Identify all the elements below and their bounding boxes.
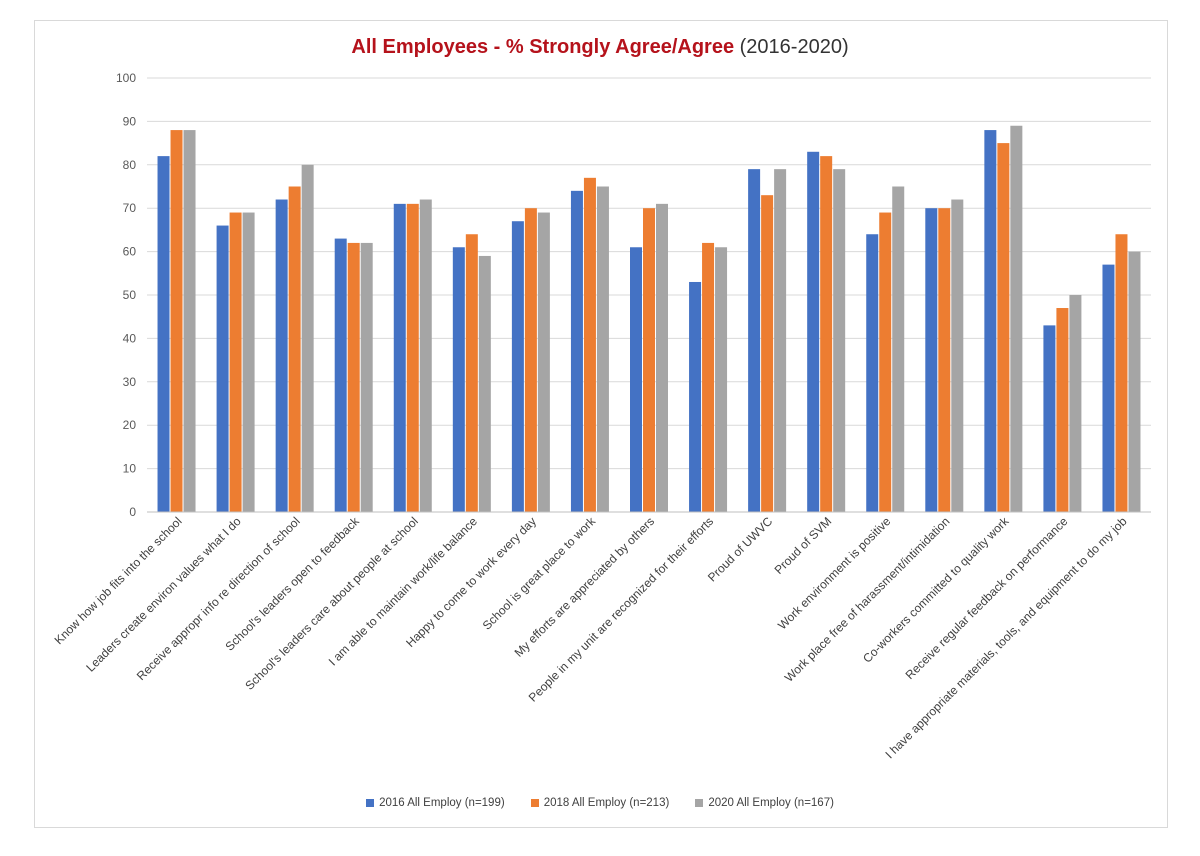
- bar: [465, 234, 478, 513]
- bar: [807, 151, 820, 512]
- y-tick-label: 50: [123, 288, 137, 302]
- legend-swatch-2016: [366, 799, 375, 807]
- bar: [1010, 125, 1023, 513]
- bar: [334, 238, 347, 512]
- bar: [216, 225, 229, 512]
- bar: [347, 242, 360, 513]
- chart-title-main: All Employees - % Strongly Agree/Agree: [351, 36, 735, 58]
- y-tick-label: 20: [123, 418, 137, 432]
- bar: [630, 247, 642, 512]
- bar: [938, 208, 951, 512]
- bar: [511, 221, 524, 512]
- bar: [301, 164, 314, 513]
- y-tick-label: 10: [123, 462, 137, 476]
- bar: [1102, 264, 1115, 512]
- bar: [820, 156, 833, 512]
- bar: [984, 130, 997, 512]
- bar: [1056, 308, 1069, 512]
- bar: [537, 212, 550, 513]
- legend-label-2020: 2020 All Employ (n=167): [708, 797, 834, 809]
- chart-title: All Employees - % Strongly Agree/Agree (…: [0, 36, 1200, 59]
- bar: [570, 190, 583, 512]
- bar: [892, 186, 905, 512]
- bar: [157, 156, 170, 512]
- y-tick-label: 40: [123, 331, 137, 345]
- bar: [478, 255, 491, 512]
- x-tick-label: Work environment is positive: [775, 514, 893, 632]
- bar: [452, 247, 465, 512]
- bar: [761, 195, 774, 512]
- bar: [360, 242, 373, 513]
- bar: [170, 130, 183, 512]
- bar: [689, 281, 702, 512]
- legend-swatch-2018: [530, 799, 539, 807]
- y-tick-label: 0: [129, 505, 136, 519]
- chart-title-subtitle: (2016-2020): [739, 36, 849, 58]
- bar: [596, 186, 609, 512]
- bar: [524, 208, 537, 512]
- bar: [748, 169, 761, 512]
- bar: [925, 208, 938, 512]
- bar: [656, 203, 668, 513]
- bar: [833, 169, 846, 512]
- bar: [702, 242, 715, 513]
- bar: [879, 212, 892, 513]
- bar: [393, 203, 406, 513]
- chart-legend: 2016 All Employ (n=199) 2018 All Employ …: [0, 797, 1200, 809]
- legend-label-2016: 2016 All Employ (n=199): [379, 797, 505, 809]
- legend-item-2018: 2018 All Employ (n=213): [530, 797, 670, 809]
- bar: [183, 130, 196, 512]
- bar: [1069, 295, 1082, 512]
- bar: [275, 199, 288, 512]
- x-tick-label: School is great place to work: [480, 514, 599, 633]
- bar: [242, 212, 255, 513]
- x-tick-label: Know how job fits into the school: [52, 514, 185, 647]
- y-tick-label: 60: [123, 245, 137, 259]
- bar: [643, 208, 655, 512]
- y-tick-label: 30: [123, 375, 137, 389]
- x-tick-label: Proud of SVM: [772, 514, 835, 577]
- bar: [288, 186, 301, 512]
- bar: [1115, 234, 1128, 513]
- bar: [229, 212, 242, 513]
- legend-swatch-2020: [695, 799, 704, 807]
- legend-item-2020: 2020 All Employ (n=167): [695, 797, 834, 809]
- y-tick-label: 80: [123, 158, 137, 172]
- bar: [866, 234, 879, 513]
- legend-label-2018: 2018 All Employ (n=213): [543, 797, 670, 809]
- bar: [419, 199, 432, 512]
- bar: [715, 247, 728, 512]
- bar: [583, 177, 596, 512]
- bar: [406, 203, 419, 513]
- bar: [774, 169, 787, 512]
- y-tick-label: 70: [123, 201, 137, 215]
- legend-item-2016: 2016 All Employ (n=199): [366, 797, 505, 809]
- y-tick-label: 90: [123, 114, 137, 128]
- bar: [997, 143, 1010, 512]
- x-tick-label: Happy to come to work every day: [403, 514, 539, 650]
- bar: [1043, 325, 1056, 512]
- bar: [951, 199, 964, 512]
- bar: [1128, 251, 1141, 512]
- y-tick-label: 100: [116, 71, 136, 85]
